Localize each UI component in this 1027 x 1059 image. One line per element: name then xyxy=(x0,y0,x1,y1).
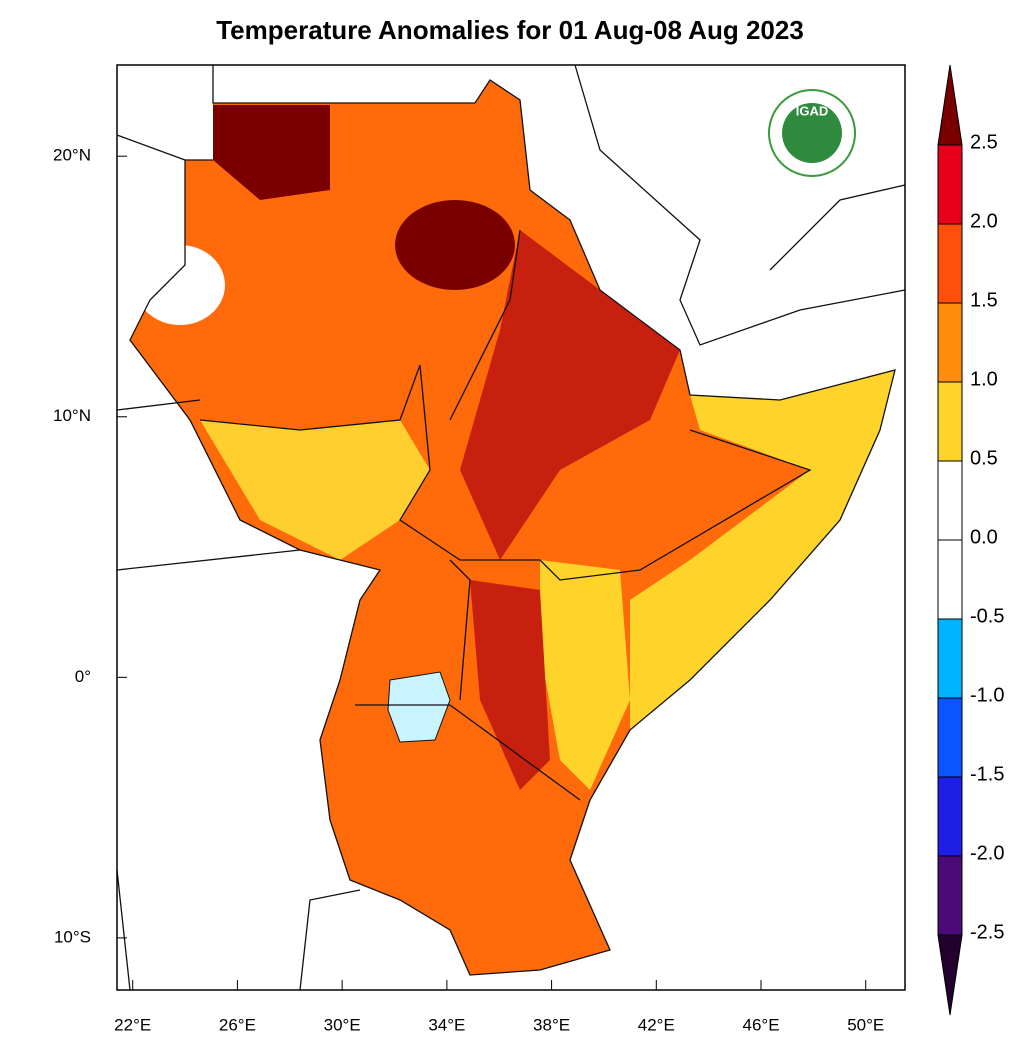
x-tick-label: 34°E xyxy=(428,1015,465,1034)
x-tick-label: 42°E xyxy=(638,1015,675,1034)
coastline xyxy=(129,65,896,976)
x-tick-label: 26°E xyxy=(219,1015,256,1034)
colorbar-bin xyxy=(937,776,963,857)
rift-anomaly xyxy=(470,580,550,790)
colorbar-label: 2.5 xyxy=(970,131,998,153)
colorbar-bin xyxy=(937,460,963,541)
south-sudan-anomaly xyxy=(200,420,430,560)
logo-text: IGAD xyxy=(796,103,829,118)
colorbar-bin xyxy=(937,618,963,699)
colorbar-label: -2.0 xyxy=(970,842,1004,864)
colorbar-label: -2.5 xyxy=(970,921,1004,943)
y-tick-label: 10°S xyxy=(54,927,91,946)
colorbar-label: 1.5 xyxy=(970,289,998,311)
kenya-anomaly xyxy=(540,560,630,790)
colorbar-label: 0.5 xyxy=(970,447,998,469)
hot-patch xyxy=(213,105,330,200)
colorbar-label: 0.0 xyxy=(970,526,998,548)
colorbar-bin xyxy=(937,539,963,620)
highland-anomaly xyxy=(460,230,680,560)
map-title: Temperature Anomalies for 01 Aug-08 Aug … xyxy=(216,15,804,45)
map-area: IGAD xyxy=(116,64,906,991)
colorbar-bin xyxy=(937,697,963,778)
y-tick-label: 0° xyxy=(75,667,91,686)
colorbar-bin xyxy=(937,855,963,936)
colorbar-bin xyxy=(937,144,963,225)
colorbar-label: -1.0 xyxy=(970,684,1004,706)
hot-patch xyxy=(395,200,515,290)
colorbar-arrow xyxy=(937,934,963,1016)
borders xyxy=(116,64,906,991)
y-tick-label: 10°N xyxy=(53,406,91,425)
colorbar-label: 1.0 xyxy=(970,368,998,390)
somalia-anomaly xyxy=(630,370,895,730)
colorbar-label: -1.5 xyxy=(970,763,1004,785)
colorbar-bin xyxy=(937,302,963,383)
lake-victoria xyxy=(387,671,451,743)
x-tick-label: 50°E xyxy=(847,1015,884,1034)
x-tick-label: 22°E xyxy=(114,1015,151,1034)
cool-patch xyxy=(135,245,225,325)
colorbar-arrow xyxy=(937,64,963,146)
colorbar-bin xyxy=(937,223,963,304)
colorbar-label: 2.0 xyxy=(970,210,998,232)
x-tick-label: 46°E xyxy=(742,1015,779,1034)
x-tick-label: 38°E xyxy=(533,1015,570,1034)
colorbar-label: -0.5 xyxy=(970,605,1004,627)
logo-inner xyxy=(782,103,842,163)
x-tick-label: 30°E xyxy=(324,1015,361,1034)
colorbar-bin xyxy=(937,381,963,462)
y-tick-label: 20°N xyxy=(53,146,91,165)
map-frame xyxy=(116,64,906,991)
